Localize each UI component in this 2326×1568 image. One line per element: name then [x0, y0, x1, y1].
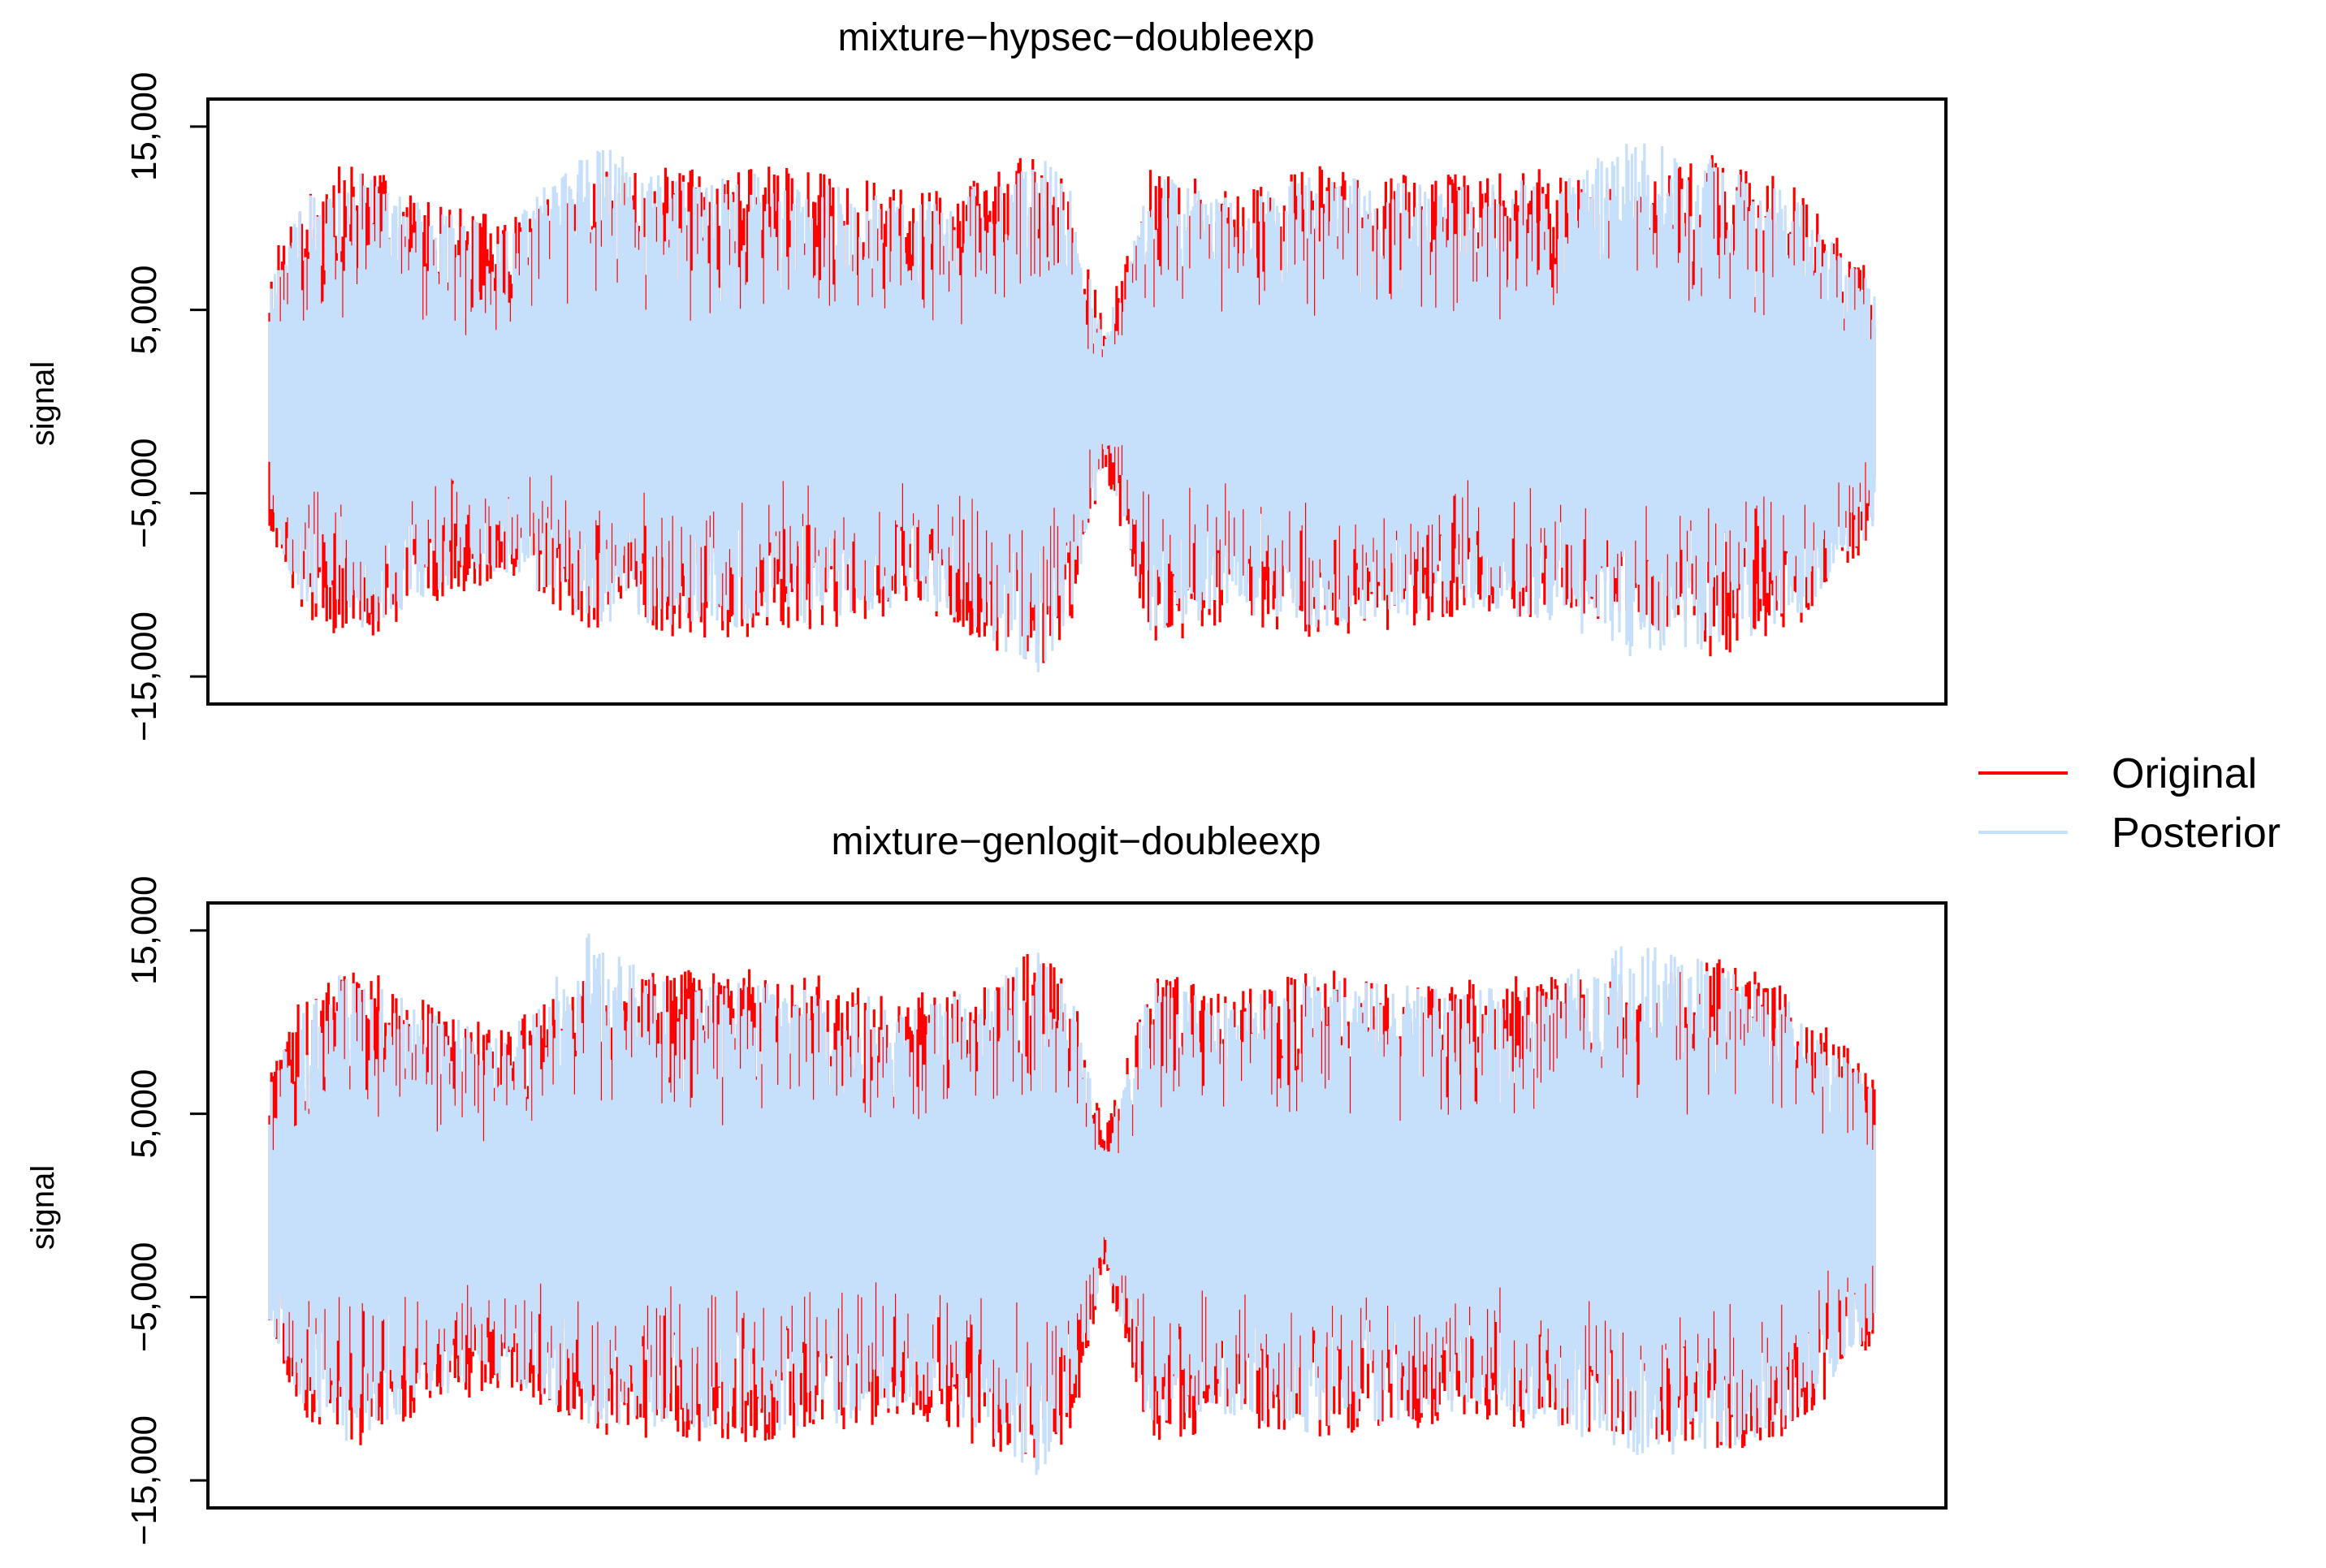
y-tick-label: −5,000 [124, 1242, 164, 1352]
legend-label-original: Original [2112, 750, 2257, 797]
series-posterior [268, 143, 1876, 672]
legend-label-posterior: Posterior [2112, 810, 2281, 857]
y-axis-label: signal [25, 361, 61, 447]
chart-title: mixture−genlogit−doubleexp [831, 820, 1321, 863]
series-posterior [268, 933, 1876, 1475]
plot-frame [206, 901, 1948, 1510]
series-layer [268, 933, 1876, 1475]
legend: Original Posterior [1978, 750, 2281, 857]
chart-panel-hypsec: mixture−hypsec−doubleexp signal −15,000−… [25, 16, 1948, 741]
y-tick-label: 15,000 [124, 876, 164, 986]
series-layer [268, 143, 1876, 672]
y-axis-label: signal [25, 1165, 61, 1251]
y-tick-label: 15,000 [124, 72, 164, 182]
y-axis-ticks: −15,000 −5,000 5,000 15,000 [124, 72, 208, 741]
chart-panel-genlogit: mixture−genlogit−doubleexp signal −15,00… [25, 820, 1948, 1545]
y-tick-label: 5,000 [124, 266, 164, 355]
y-tick-label: −5,000 [124, 438, 164, 548]
y-tick-label: 5,000 [124, 1069, 164, 1159]
chart-title: mixture−hypsec−doubleexp [837, 16, 1314, 59]
y-axis-ticks: −15,000 −5,000 5,000 15,000 [124, 876, 208, 1545]
plot-frame [206, 97, 1948, 706]
y-tick-label: −15,000 [124, 1415, 164, 1545]
y-tick-label: −15,000 [124, 611, 164, 741]
